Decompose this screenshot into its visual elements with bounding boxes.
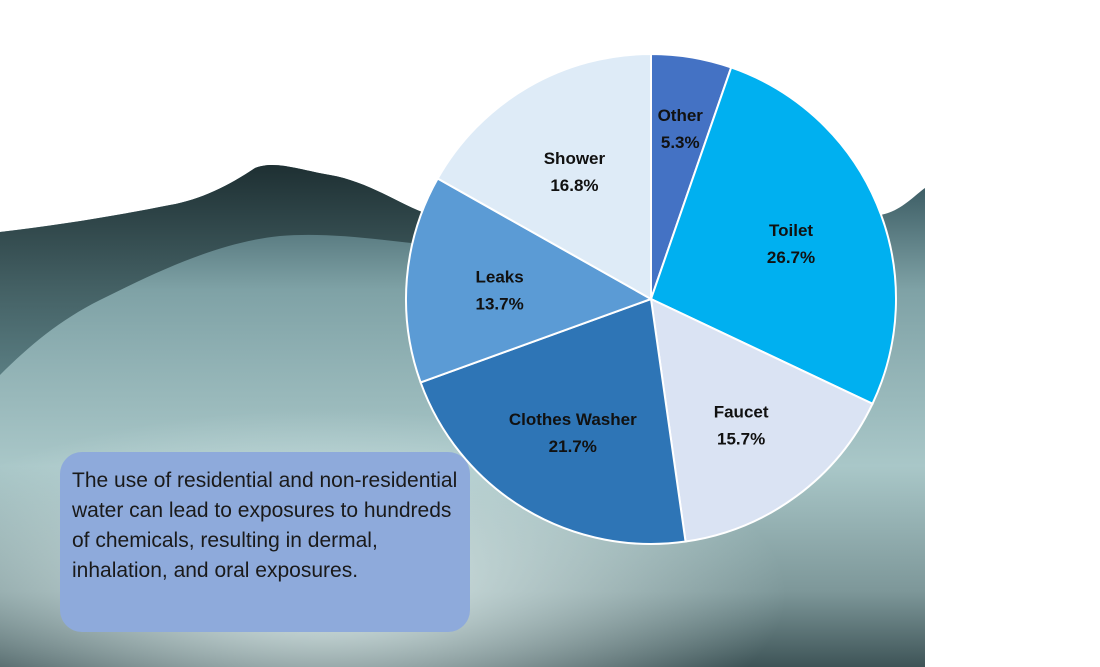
pie-slice-clothes-washer	[419, 297, 687, 545]
pie-slice-shower	[436, 52, 652, 301]
pie-label-faucet: Faucet	[714, 402, 769, 421]
info-note-box: The use of residential and non-residenti…	[60, 452, 470, 632]
pie-label-shower: Shower	[544, 149, 606, 168]
pie-label-toilet: Toilet	[769, 221, 813, 240]
water-crest	[0, 165, 430, 375]
pie-value-clothes-washer: 21.7%	[549, 437, 597, 456]
pie-slice-faucet	[649, 297, 874, 543]
pie-label-clothes-washer: Clothes Washer	[509, 410, 637, 429]
pie-slice-toilet	[649, 66, 897, 406]
pie-value-other: 5.3%	[661, 133, 700, 152]
pie-label-leaks: Leaks	[476, 267, 524, 286]
info-note-text: The use of residential and non-residenti…	[72, 469, 458, 582]
pie-slice-leaks	[405, 177, 654, 384]
pie-value-leaks: 13.7%	[476, 294, 524, 313]
pie-value-faucet: 15.7%	[717, 429, 765, 448]
pie-value-shower: 16.8%	[550, 176, 598, 195]
pie-value-toilet: 26.7%	[767, 248, 815, 267]
pie-label-other: Other	[658, 106, 704, 125]
